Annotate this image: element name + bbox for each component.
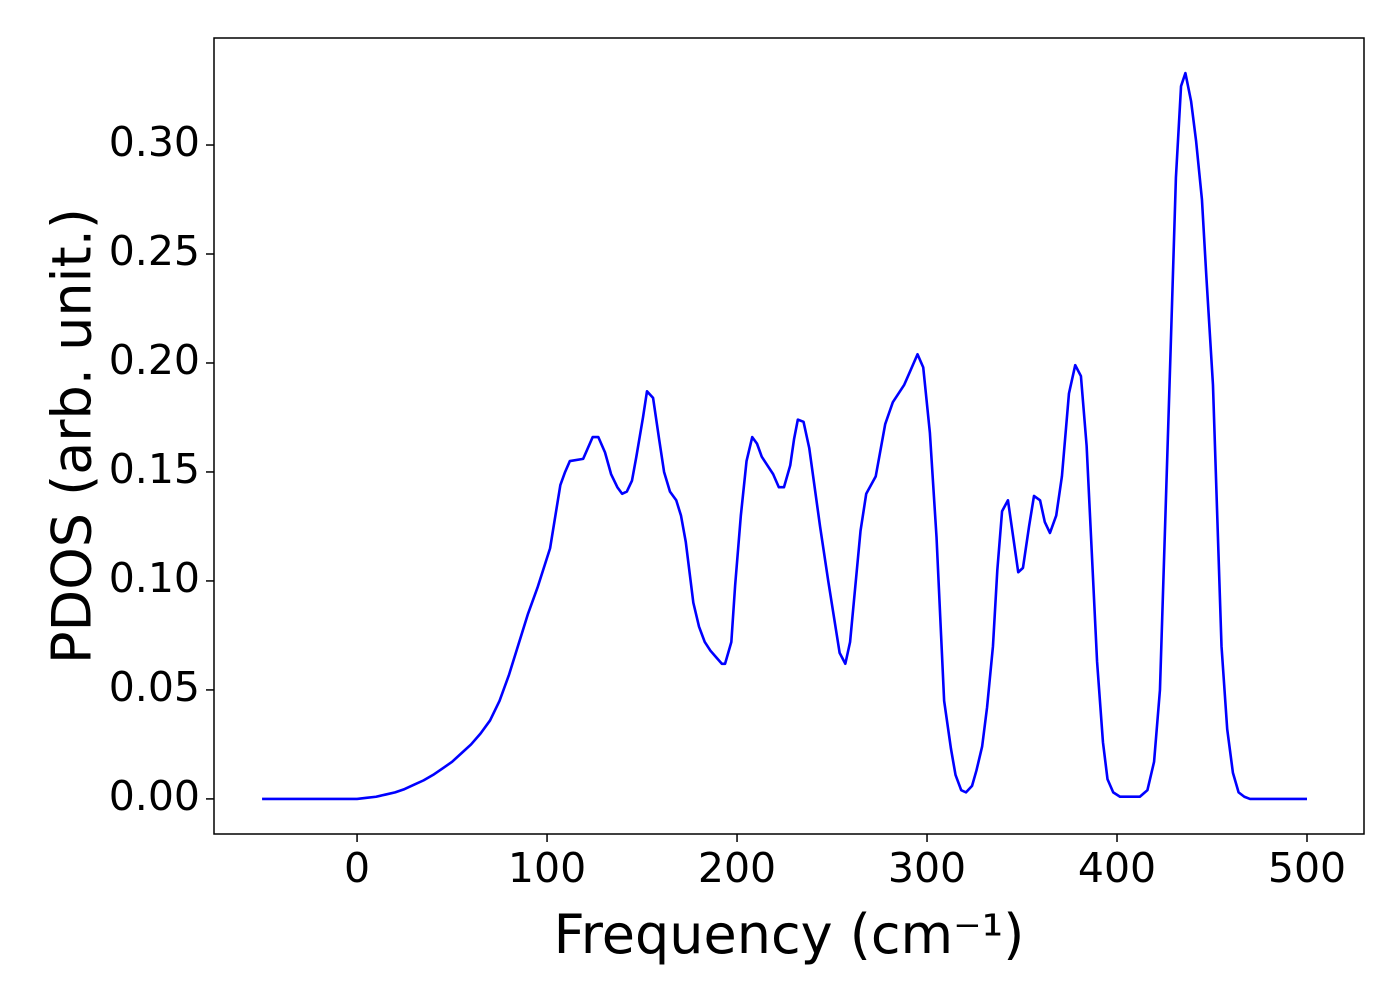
x-tick-label: 300 — [888, 844, 966, 892]
y-tick-label: 0.15 — [109, 445, 200, 493]
data-line — [262, 71, 1307, 801]
x-axis-label: Frequency (cm⁻¹) — [554, 903, 1025, 966]
x-tick-label: 100 — [508, 844, 586, 892]
x-tick-label: 500 — [1268, 844, 1346, 892]
y-tick-label: 0.25 — [109, 227, 200, 275]
y-tick-label: 0.30 — [109, 118, 200, 166]
y-tick-label: 0.10 — [109, 554, 200, 602]
y-tick-label: 0.05 — [109, 663, 200, 711]
y-tick-label: 0.00 — [109, 772, 200, 820]
x-tick-label: 0 — [344, 844, 370, 892]
x-tick-label: 200 — [698, 844, 776, 892]
plot-frame — [213, 37, 1365, 835]
y-axis-label: PDOS (arb. unit.) — [41, 208, 104, 664]
y-tick-label: 0.20 — [109, 336, 200, 384]
x-tick-label: 400 — [1078, 844, 1156, 892]
